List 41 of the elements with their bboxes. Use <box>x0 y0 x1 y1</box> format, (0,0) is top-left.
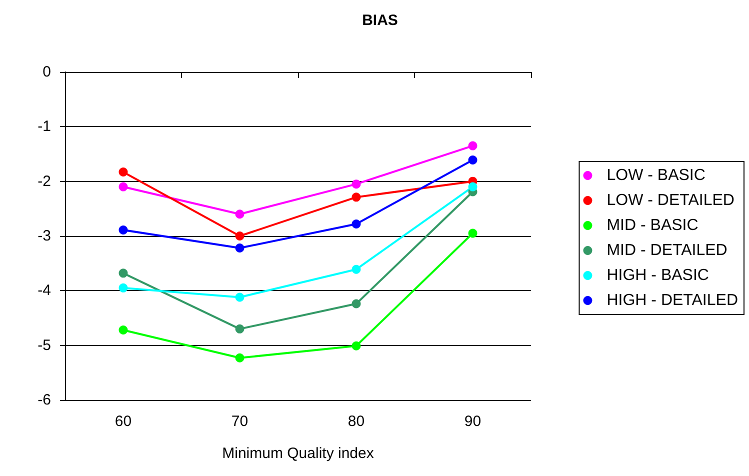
legend-label: HIGH - BASIC <box>606 267 709 284</box>
point <box>235 232 244 240</box>
point <box>352 219 361 228</box>
x-tick-label: 70 <box>231 413 248 430</box>
y-tick-label: -2 <box>38 172 51 190</box>
point <box>118 225 128 234</box>
point <box>352 180 361 189</box>
point <box>235 210 244 219</box>
y-tick-label: -1 <box>38 118 51 136</box>
point <box>352 341 361 350</box>
x-tick-label: 90 <box>464 413 482 430</box>
x-tick-label: 60 <box>114 413 132 430</box>
point <box>352 192 361 202</box>
x-axis-title: Minimum Quality index <box>222 445 374 462</box>
legend-label: MID - BASIC <box>606 217 698 234</box>
point <box>235 244 244 253</box>
point <box>118 326 128 335</box>
y-tick-label: -3 <box>38 228 51 244</box>
point <box>468 228 478 238</box>
point <box>468 156 478 165</box>
y-tick-label: 0 <box>42 64 51 80</box>
legend-label: LOW - DETAILED <box>606 192 734 209</box>
y-tick-label: -5 <box>38 336 51 354</box>
point <box>468 141 478 150</box>
point <box>352 264 361 274</box>
y-tick-label: -6 <box>38 392 51 408</box>
point <box>118 268 128 278</box>
point <box>468 182 478 192</box>
legend-label: LOW - BASIC <box>606 167 706 184</box>
legend-label: MID - DETAILED <box>606 242 728 259</box>
point <box>118 283 128 292</box>
point <box>235 292 244 302</box>
x-tick-label: 80 <box>348 413 365 430</box>
chart-title: BIAS <box>362 12 398 29</box>
point <box>235 353 244 362</box>
point <box>118 168 128 177</box>
point <box>352 299 361 308</box>
point <box>235 324 244 334</box>
point <box>118 182 128 192</box>
legend-label: HIGH - DETAILED <box>606 292 738 309</box>
y-tick-label: -4 <box>38 282 51 300</box>
